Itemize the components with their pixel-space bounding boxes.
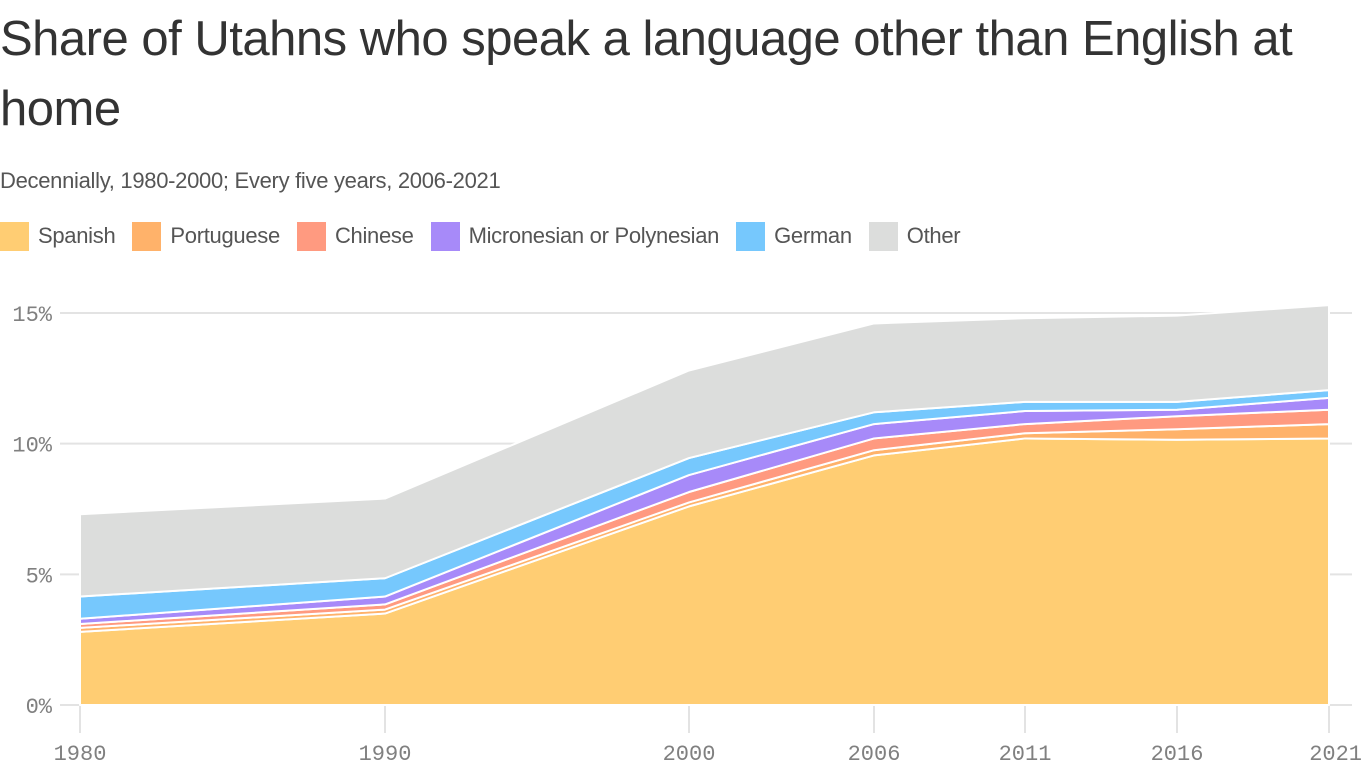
x-tick-label: 2011 — [999, 742, 1052, 767]
legend-item-portuguese: Portuguese — [132, 221, 280, 251]
legend-item-spanish: Spanish — [0, 221, 116, 251]
legend-label: Chinese — [334, 223, 414, 248]
legend-swatch-chinese — [296, 221, 326, 251]
legend-item-micronesian-polynesian: Micronesian or Polynesian — [430, 221, 720, 251]
x-tick-label: 1990 — [359, 742, 412, 767]
legend-label: German — [774, 223, 852, 248]
legend-item-chinese: Chinese — [296, 221, 414, 251]
area-other — [79, 304, 1330, 598]
x-tick-label: 2006 — [848, 742, 901, 767]
legend-swatch-spanish — [0, 221, 29, 251]
x-tick-label: 2000 — [663, 742, 716, 767]
legend-swatch-micronesian-polynesian — [430, 221, 460, 251]
x-tick-label: 1980 — [54, 742, 107, 767]
chart-subtitle: Decennially, 1980-2000; Every five years… — [0, 168, 501, 193]
chart-legend: Spanish Portuguese Chinese Micronesian o… — [0, 221, 977, 251]
stacked-area-chart: 0% 5% 10% 15% 1980 1990 2000 2006 2011 2016 2021 — [12, 303, 1362, 767]
chart-title: Share of Utahns who speak a language oth… — [0, 12, 1293, 136]
x-tick-label: 2021 — [1309, 742, 1362, 767]
x-axis: 1980 1990 2000 2006 2011 2016 2021 — [54, 706, 1362, 767]
y-tick-label: 10% — [12, 434, 52, 459]
y-axis: 0% 5% 10% 15% — [12, 303, 52, 720]
legend-swatch-portuguese — [132, 221, 162, 251]
legend-item-other: Other — [868, 221, 961, 251]
legend-label: Portuguese — [170, 223, 280, 248]
area-layers — [79, 304, 1330, 706]
legend-item-german: German — [736, 221, 852, 251]
legend-label: Micronesian or Polynesian — [468, 223, 720, 248]
legend-label: Spanish — [38, 223, 116, 248]
y-tick-label: 15% — [12, 303, 52, 328]
x-tick-label: 2016 — [1151, 742, 1204, 767]
y-tick-label: 5% — [26, 564, 53, 589]
legend-swatch-german — [736, 221, 766, 251]
legend-swatch-other — [868, 221, 898, 251]
y-tick-label: 0% — [26, 695, 53, 720]
legend-label: Other — [906, 223, 961, 248]
